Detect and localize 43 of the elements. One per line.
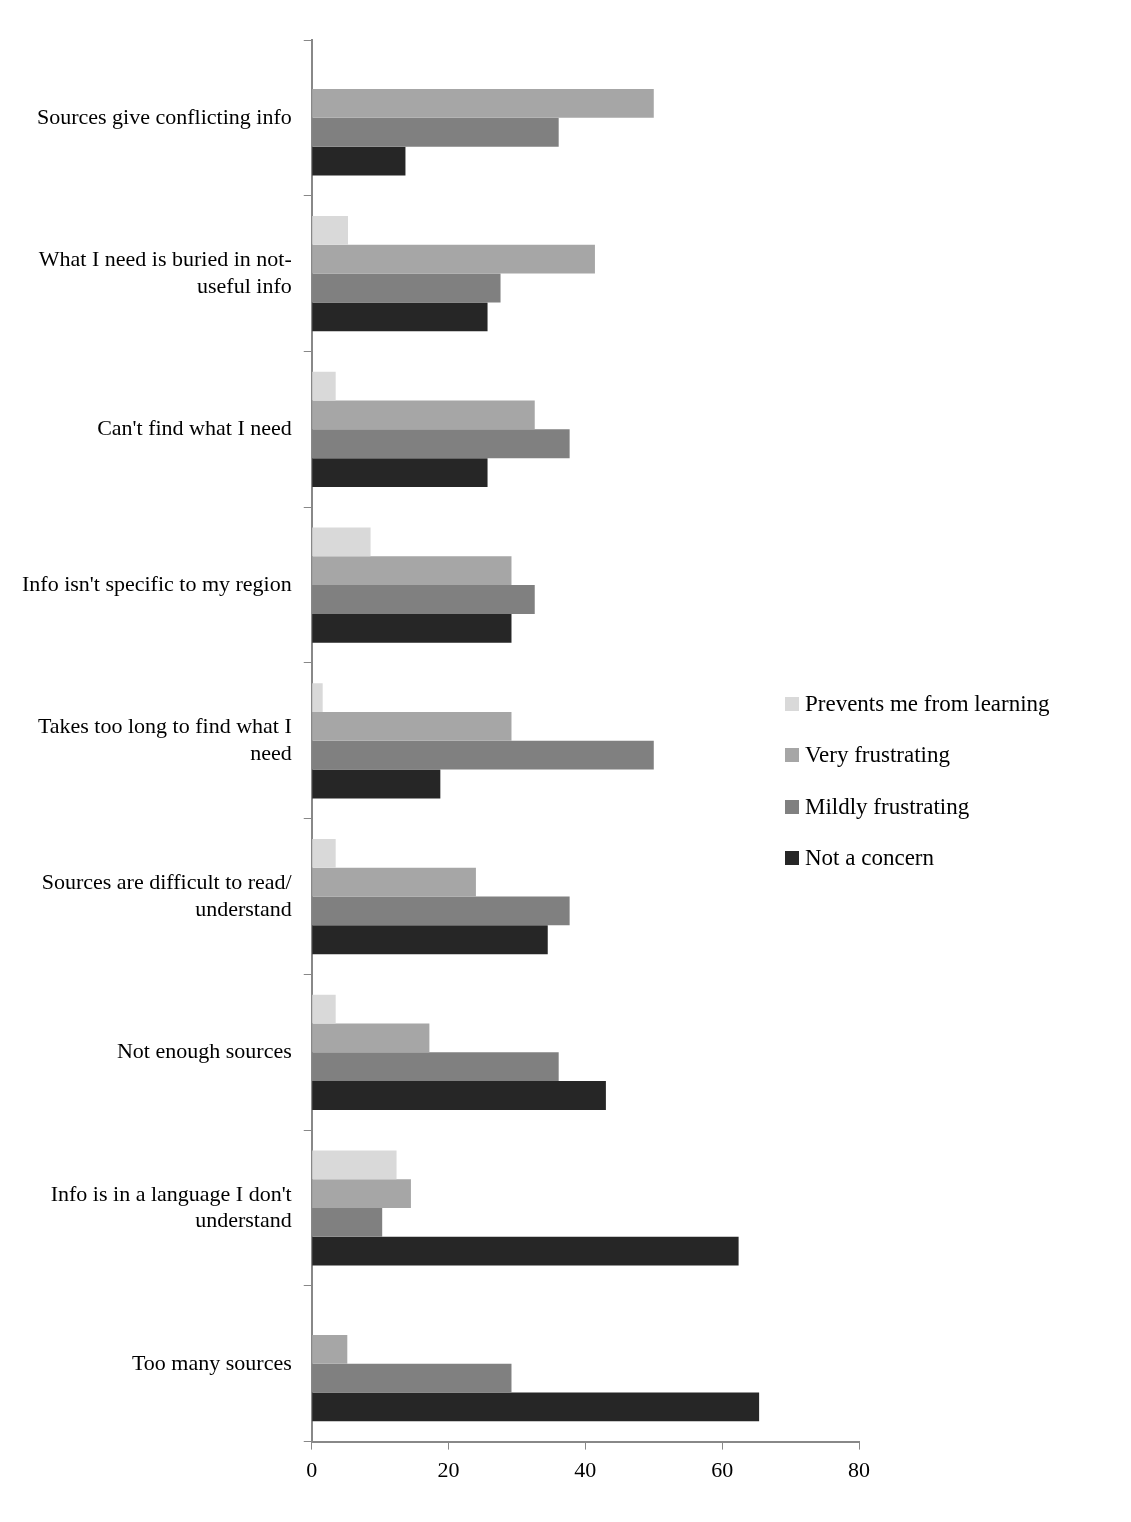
bar	[312, 400, 535, 430]
bar	[312, 1023, 430, 1053]
y-tick-label: Can't find what I need	[97, 415, 292, 441]
y-tick-label: Info isn't specific to my region	[21, 570, 292, 596]
legend-label: Very frustrating	[805, 742, 950, 769]
bar	[312, 711, 512, 741]
legend-label: Mildly frustrating	[805, 793, 970, 820]
y-tick-label: What I need is buried in not-useful info	[38, 246, 292, 298]
y-tick-label: Not enough sources	[116, 1038, 292, 1064]
legend-label: Not a concern	[805, 845, 934, 872]
bar	[312, 527, 371, 557]
bar	[312, 1392, 760, 1422]
y-tick-label: Sources give conflicting info	[36, 103, 292, 129]
bar	[312, 371, 336, 401]
bar	[312, 994, 336, 1024]
bar	[312, 769, 441, 799]
legend-label: Prevents me from learning	[805, 690, 1050, 717]
x-tick-label: 20	[437, 1456, 460, 1482]
bar	[312, 867, 476, 897]
bar	[312, 925, 548, 955]
bar	[312, 1334, 348, 1364]
bar	[312, 458, 488, 487]
bar	[312, 1150, 397, 1180]
bar	[312, 215, 348, 245]
x-tick-label: 40	[574, 1456, 597, 1482]
bar	[312, 613, 512, 643]
x-tick-label: 0	[306, 1456, 318, 1482]
bar	[312, 146, 406, 176]
bar	[312, 89, 654, 118]
bar	[312, 1179, 411, 1208]
y-tick-label: Takes too long to find what I need	[37, 713, 292, 765]
x-tick-label: 80	[848, 1456, 870, 1482]
bar	[312, 683, 323, 712]
y-tick-label: Info is in a language I don't understand	[50, 1180, 292, 1232]
bar	[312, 244, 595, 274]
bar	[312, 556, 512, 586]
y-tick-label: Sources are difficult to read/understand	[41, 869, 293, 921]
bar	[312, 838, 336, 868]
y-tick-label: Too many sources	[131, 1349, 292, 1375]
bar	[312, 302, 488, 332]
bar	[312, 1236, 739, 1266]
bar	[312, 1081, 606, 1110]
x-tick-label: 60	[711, 1456, 734, 1482]
